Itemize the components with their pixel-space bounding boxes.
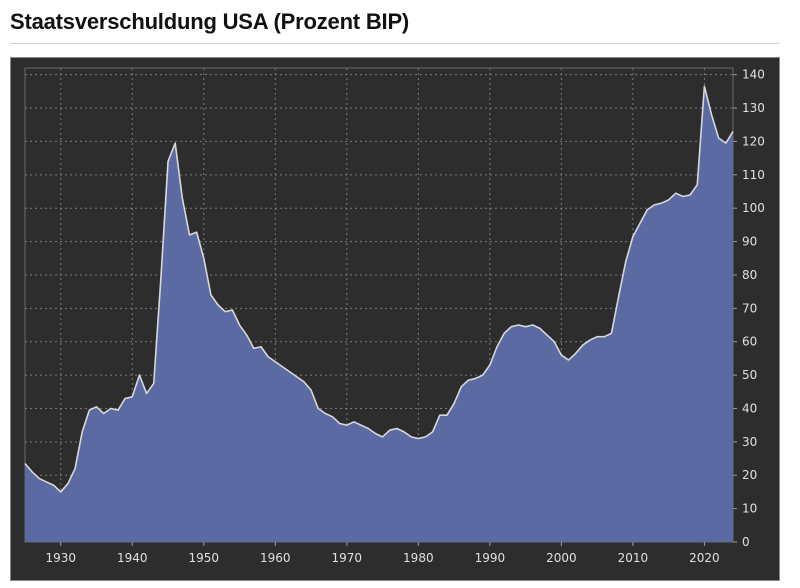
- y-tick-label: 90: [742, 235, 757, 249]
- y-tick-label: 110: [742, 168, 765, 182]
- y-tick-label: 80: [742, 268, 757, 282]
- y-tick-label: 130: [742, 101, 765, 115]
- y-tick-label: 120: [742, 134, 765, 148]
- y-tick-label: 60: [742, 335, 757, 349]
- y-tick-label: 50: [742, 368, 757, 382]
- y-tick-label: 40: [742, 401, 757, 415]
- y-tick-label: 100: [742, 201, 765, 215]
- y-tick-label: 20: [742, 468, 757, 482]
- y-tick-label: 0: [742, 535, 750, 549]
- y-tick-label: 30: [742, 435, 757, 449]
- x-tick-label: 1970: [332, 551, 363, 565]
- x-tick-label: 1930: [45, 551, 76, 565]
- y-tick-label: 70: [742, 301, 757, 315]
- x-tick-label: 2010: [618, 551, 649, 565]
- x-tick-label: 1980: [403, 551, 434, 565]
- x-tick-label: 1960: [260, 551, 291, 565]
- series-area: [25, 86, 733, 543]
- x-tick-label: 1990: [475, 551, 506, 565]
- page-title: Staatsverschuldung USA (Prozent BIP): [10, 9, 410, 34]
- x-tick-label: 1950: [189, 551, 220, 565]
- y-tick-label: 140: [742, 68, 765, 82]
- x-tick-label: 2020: [689, 551, 720, 565]
- y-tick-label: 10: [742, 502, 757, 516]
- title-divider: [10, 43, 780, 44]
- series-line: [24, 85, 734, 493]
- x-tick-label: 1940: [117, 551, 148, 565]
- x-tick-label: 2000: [546, 551, 577, 565]
